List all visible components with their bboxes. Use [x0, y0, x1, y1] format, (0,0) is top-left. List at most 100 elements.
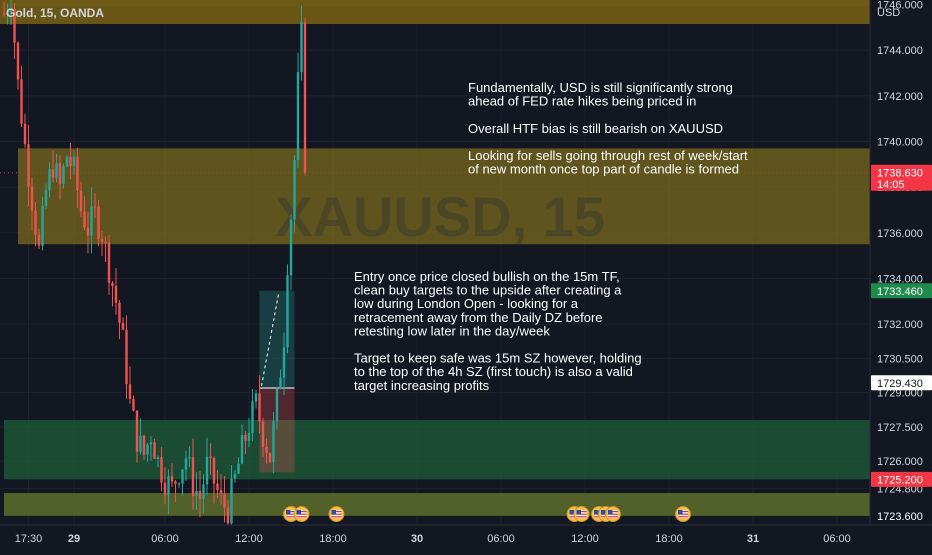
- time-tick-label: 31: [747, 533, 759, 545]
- symbol-label[interactable]: Gold, 15, OANDA: [6, 6, 104, 20]
- candle-body: [177, 483, 181, 485]
- candle-body: [86, 227, 90, 236]
- price-label-box: [871, 508, 932, 524]
- price-label-box: [871, 164, 932, 191]
- annotation-line: Entry once price closed bullish on the 1…: [354, 269, 620, 284]
- annotation-fundamentals[interactable]: Fundamentally, USD is still significantl…: [468, 80, 748, 177]
- candle-body: [132, 398, 135, 411]
- economic-event-us-flag-icon[interactable]: [573, 506, 590, 522]
- zone-supply: [18, 148, 870, 245]
- candle-body: [9, 8, 13, 13]
- annotation-line: to the top of the 4h SZ (first touch) is…: [354, 364, 633, 379]
- price-axis[interactable]: [870, 0, 932, 525]
- position-target-box[interactable]: [259, 290, 295, 389]
- annotation-line: Overall HTF bias is still bearish on XAU…: [468, 121, 723, 136]
- candle-body: [212, 457, 216, 484]
- annotations-layer[interactable]: Fundamentally, USD is still significantl…: [354, 80, 748, 393]
- time-tick-label: 30: [411, 533, 423, 545]
- candle-body: [139, 435, 142, 452]
- candle-body: [272, 421, 275, 462]
- candle-body: [146, 444, 149, 455]
- candle-body: [181, 469, 184, 484]
- candle-body: [48, 169, 51, 191]
- candle-body: [240, 434, 244, 464]
- candle-body: [209, 456, 212, 458]
- price-tick-label: 1727.500: [877, 422, 923, 434]
- candle-body: [114, 286, 118, 303]
- candle-body: [128, 384, 132, 399]
- candle-body: [51, 169, 55, 178]
- time-tick-label: 12:00: [235, 533, 263, 545]
- price-tick-label: 1740.000: [877, 137, 923, 149]
- price-label-value: 1733.460: [877, 286, 923, 298]
- flag-canton: [594, 510, 599, 514]
- economic-event-us-flag-icon[interactable]: [605, 506, 621, 522]
- price-tick-label: 1742.000: [877, 91, 923, 103]
- candle-body: [282, 347, 286, 378]
- candle-body: [72, 156, 76, 167]
- price-tick-label: 1729.000: [877, 388, 923, 400]
- annotation-line: retesting low later in the day/week: [354, 323, 550, 338]
- candle-body: [23, 123, 27, 145]
- events-layer[interactable]: [283, 506, 691, 522]
- candle-body: [268, 453, 272, 462]
- annotation-line: low during London Open - looking for a: [354, 296, 579, 311]
- position-projection-line: [261, 292, 280, 387]
- zone-top-band: [0, 0, 870, 24]
- candle-body: [107, 242, 111, 283]
- candle-body: [37, 234, 41, 246]
- price-label-countdown: 14:05: [877, 179, 905, 191]
- annotation-line: ahead of FED rate hikes being priced in: [468, 94, 696, 109]
- economic-event-us-flag-icon[interactable]: [675, 506, 691, 522]
- candle-body: [41, 205, 44, 246]
- annotation-entry[interactable]: Entry once price closed bullish on the 1…: [354, 269, 642, 393]
- candle-body: [69, 156, 72, 167]
- time-tick-label: 06:00: [487, 533, 515, 545]
- flag-canton: [569, 510, 574, 514]
- annotation-line: Target to keep safe was 15m SZ however, …: [354, 351, 642, 366]
- candle-body: [30, 186, 34, 211]
- candle-body: [279, 377, 282, 389]
- flag-stripe: [678, 513, 688, 515]
- zone-demand: [4, 420, 870, 480]
- candle-body: [300, 22, 303, 73]
- candle-body: [258, 393, 261, 422]
- candle-body: [156, 457, 160, 460]
- candle-body: [219, 490, 223, 495]
- price-label-box: [871, 283, 932, 299]
- flag-canton: [331, 510, 336, 514]
- candle-body: [76, 156, 79, 191]
- flag-stripe: [296, 516, 307, 518]
- time-axis[interactable]: [0, 525, 932, 550]
- flag-canton: [608, 510, 613, 514]
- candle-body: [65, 156, 69, 167]
- annotation-line: Fundamentally, USD is still significantl…: [468, 80, 733, 95]
- candle-body: [125, 329, 128, 385]
- candle-body: [254, 393, 258, 402]
- price-label-box: [871, 375, 932, 391]
- economic-event-us-flag-icon[interactable]: [328, 506, 345, 522]
- symbol-watermark: XAUUSD, 15: [275, 185, 605, 248]
- candle-body: [289, 219, 293, 276]
- candle-body: [16, 42, 20, 80]
- candle-body: [223, 494, 226, 508]
- time-tick-label: 12:00: [571, 533, 599, 545]
- candle-body: [149, 442, 153, 445]
- candle-body: [111, 282, 114, 287]
- flag-stripe: [296, 513, 307, 515]
- currency-label[interactable]: USD: [877, 7, 900, 19]
- price-tick-label: 1744.000: [877, 45, 923, 57]
- position-tool[interactable]: [259, 290, 295, 473]
- flag-stripe: [331, 511, 342, 513]
- annotation-line: clean buy targets to the upside after cr…: [354, 283, 622, 298]
- candle-body: [6, 12, 9, 15]
- economic-event-us-flag-icon[interactable]: [293, 506, 310, 522]
- flag-stripe: [576, 513, 587, 515]
- candle-body: [293, 160, 296, 220]
- price-label-value: 1738.630: [877, 167, 923, 179]
- candle-body: [230, 478, 233, 524]
- candle-body: [216, 483, 219, 491]
- candle-body: [251, 401, 254, 434]
